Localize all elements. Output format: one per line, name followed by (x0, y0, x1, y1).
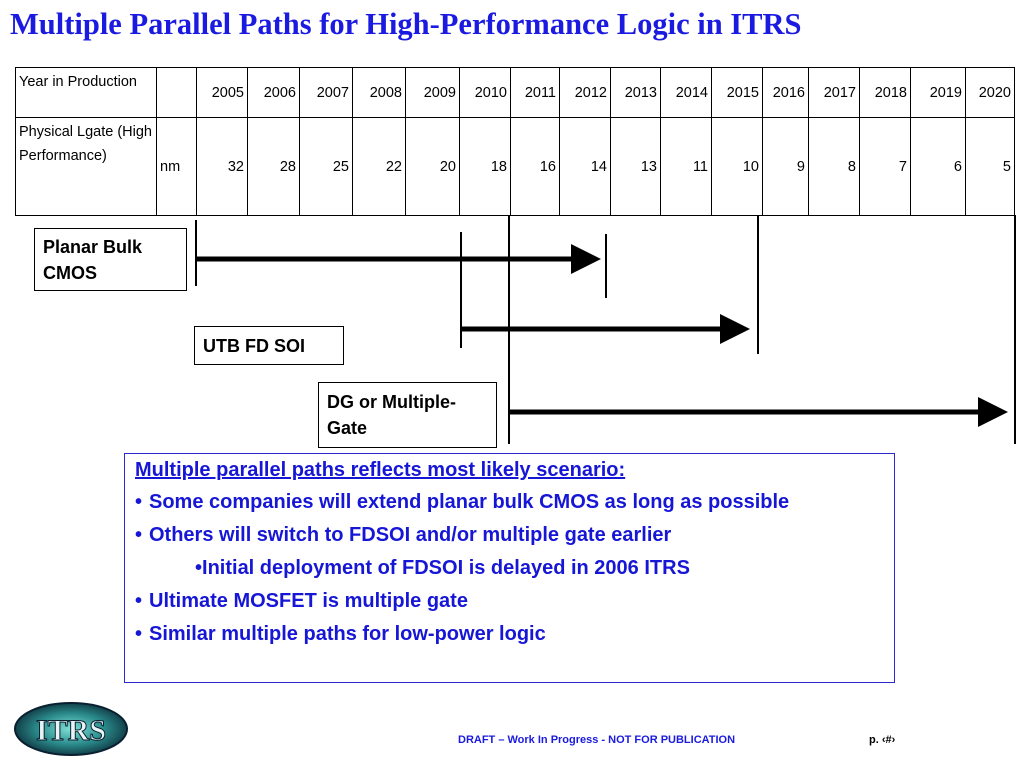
bullet-icon: • (135, 590, 143, 612)
utb-fd-soi-box: UTB FD SOI (194, 326, 344, 365)
year-cell: 2012 (559, 67, 611, 118)
lgate-value: 10 (711, 117, 763, 216)
key-points-box: Multiple parallel paths reflects most li… (124, 453, 895, 683)
key-points-heading: Multiple parallel paths reflects most li… (135, 459, 626, 481)
bullet-item: • Similar multiple paths for low-power l… (135, 622, 886, 647)
footer-draft-notice: DRAFT – Work In Progress - NOT FOR PUBLI… (458, 734, 736, 746)
year-cell: 2016 (762, 67, 809, 118)
bullet-icon: • (135, 524, 143, 546)
bullet-text: Ultimate MOSFET is multiple gate (149, 590, 468, 612)
lgate-value: 6 (910, 117, 966, 216)
lgate-value: 8 (808, 117, 860, 216)
year-cell: 2015 (711, 67, 763, 118)
bullet-item: • Some companies will extend planar bulk… (135, 490, 886, 515)
year-row: Year in Production 2005 2006 2007 2008 2… (15, 67, 1015, 118)
year-cell: 2020 (965, 67, 1015, 118)
bullet-item: • Ultimate MOSFET is multiple gate (135, 589, 886, 614)
lgate-value: 13 (610, 117, 661, 216)
lgate-value: 5 (965, 117, 1015, 216)
lgate-value: 25 (299, 117, 353, 216)
planar-bulk-cmos-box: Planar Bulk CMOS (34, 228, 187, 291)
slide-title: Multiple Parallel Paths for High-Perform… (10, 7, 802, 41)
bullet-icon: • (135, 623, 143, 645)
lgate-value: 28 (247, 117, 300, 216)
sub-bullet-item: •Initial deployment of FDSOI is delayed … (135, 556, 886, 581)
year-row-label: Year in Production (15, 67, 157, 118)
lgate-value: 14 (559, 117, 611, 216)
bullet-item: • Others will switch to FDSOI and/or mul… (135, 523, 886, 548)
year-cell: 2006 (247, 67, 300, 118)
itrs-logo: ITRS (14, 702, 128, 756)
lgate-value: 16 (510, 117, 560, 216)
lgate-row-label: Physical Lgate (High Performance) (15, 117, 157, 216)
year-cell: 2008 (352, 67, 406, 118)
bullet-text: Some companies will extend planar bulk C… (149, 491, 790, 513)
bullet-text: Similar multiple paths for low-power log… (149, 623, 546, 645)
lgate-value: 9 (762, 117, 809, 216)
bullet-text: Initial deployment of FDSOI is delayed i… (202, 557, 690, 579)
year-cell: 2017 (808, 67, 860, 118)
year-cell: 2011 (510, 67, 560, 118)
lgate-value: 22 (352, 117, 406, 216)
bullet-icon: • (195, 557, 203, 579)
dg-multiple-gate-box: DG or Multiple-Gate (318, 382, 497, 448)
lgate-value: 20 (405, 117, 460, 216)
bullet-text: Others will switch to FDSOI and/or multi… (149, 524, 672, 546)
lgate-value: 18 (459, 117, 511, 216)
logo-text: ITRS (36, 714, 106, 747)
lgate-unit: nm (156, 117, 197, 216)
bullet-icon: • (135, 491, 143, 513)
lgate-row: Physical Lgate (High Performance) nm 32 … (15, 117, 1015, 216)
year-cell: 2010 (459, 67, 511, 118)
year-cell: 2013 (610, 67, 661, 118)
roadmap-table: Year in Production 2005 2006 2007 2008 2… (15, 67, 1015, 216)
page-number: p. ‹#› (869, 734, 896, 746)
year-row-unit-cell (156, 67, 197, 118)
